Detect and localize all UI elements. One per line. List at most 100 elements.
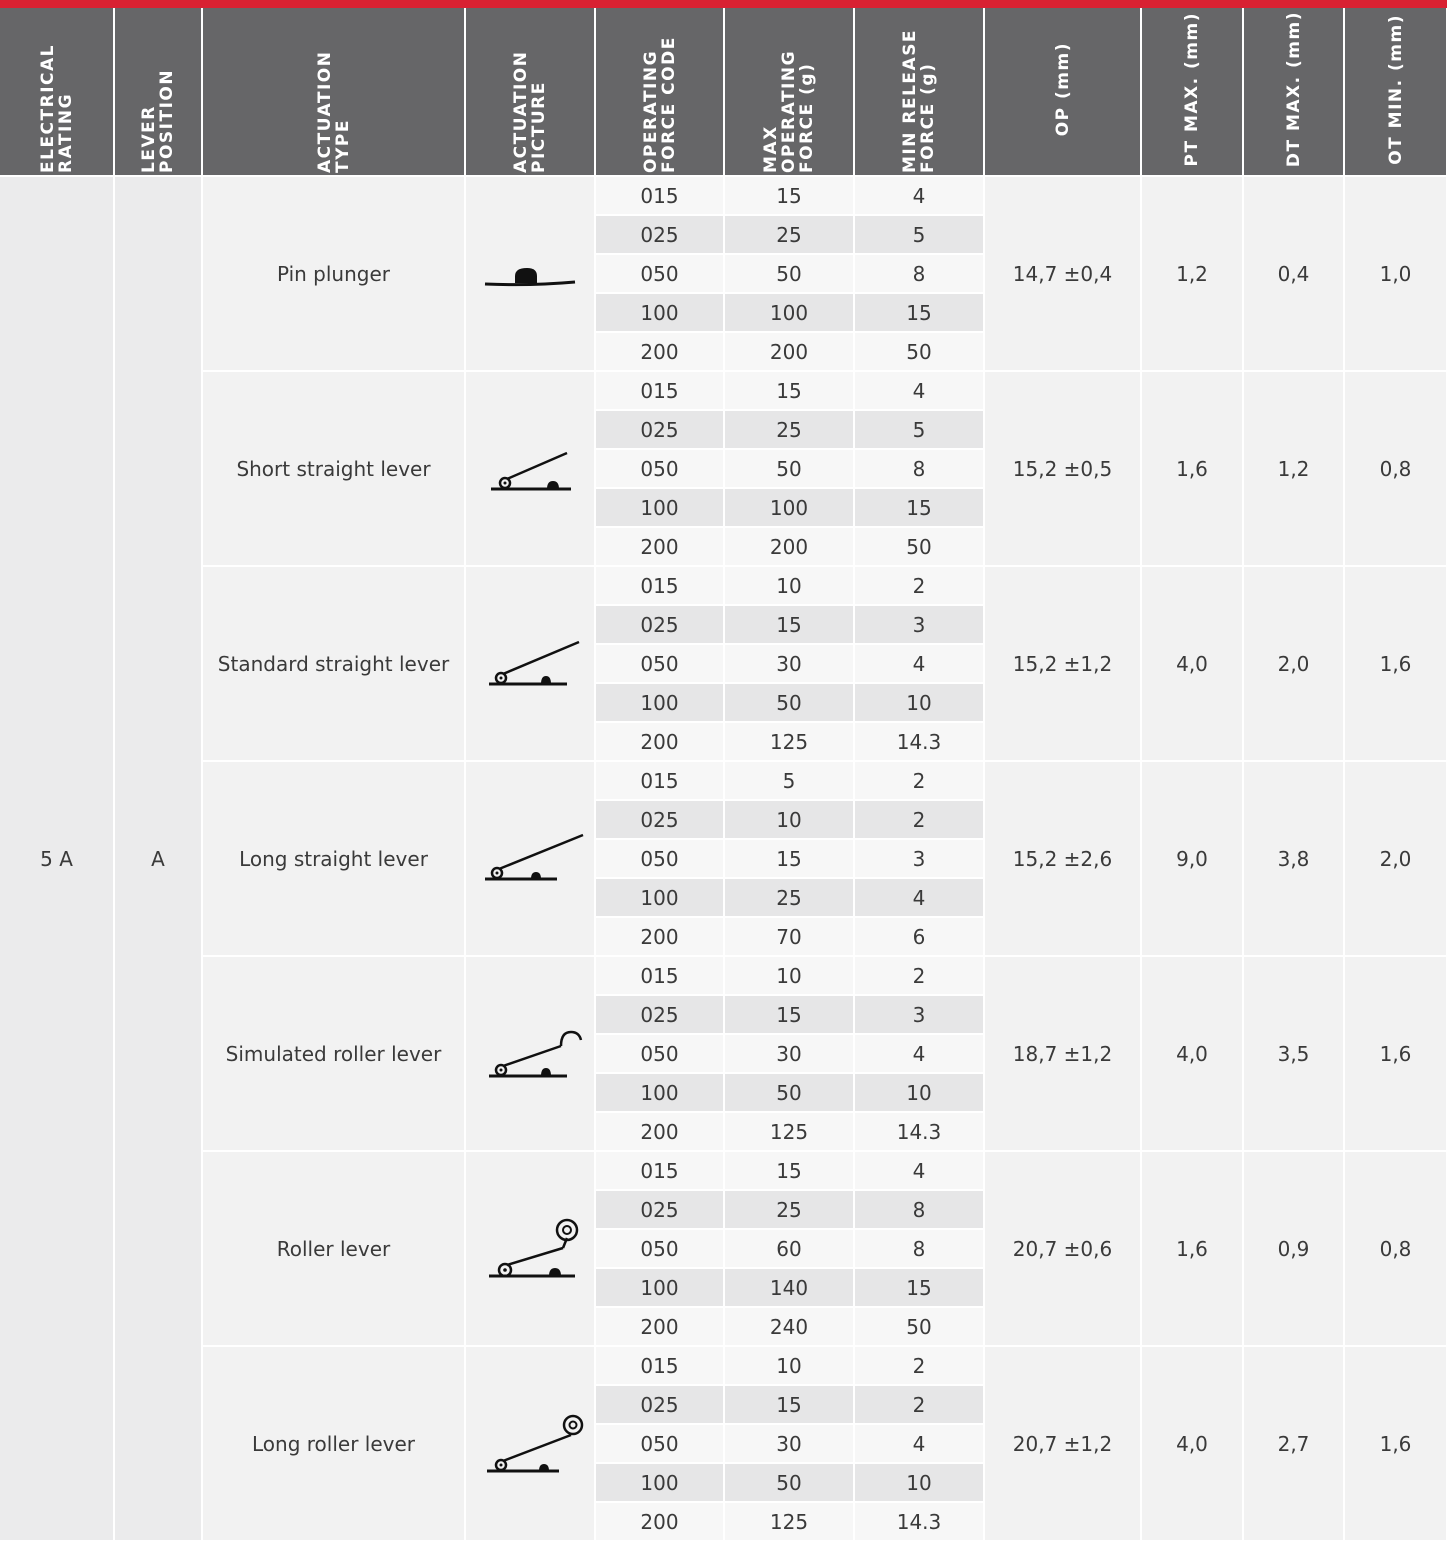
- op-cell: 18,7 ±1,2: [984, 956, 1142, 1152]
- operating-force-code-cell: 025: [595, 1190, 725, 1230]
- column-header: OPERATING FORCE CODE: [595, 8, 725, 177]
- max-operating-force-cell: 15: [724, 1151, 855, 1191]
- table-row: 050 30 4: [0, 1034, 1447, 1074]
- min-release-force-cell: 8: [854, 254, 985, 294]
- min-release-force-cell: 2: [854, 1385, 985, 1425]
- actuation-type-cell: Short straight lever: [202, 371, 466, 567]
- operating-force-code-cell: 100: [595, 878, 725, 918]
- pt-max-cell: 4,0: [1141, 566, 1244, 762]
- max-operating-force-cell: 25: [724, 410, 855, 450]
- table-row: 025 25 5: [0, 215, 1447, 255]
- operating-force-code-cell: 200: [595, 1112, 725, 1152]
- min-release-force-cell: 8: [854, 449, 985, 489]
- operating-force-code-cell: 100: [595, 1268, 725, 1308]
- ot-min-cell: 1,6: [1344, 566, 1447, 762]
- operating-force-code-cell: 025: [595, 995, 725, 1035]
- table-row: 025 10 2: [0, 800, 1447, 840]
- column-header: MAX OPERATING FORCE (g): [724, 8, 855, 177]
- dt-max-cell: 0,9: [1243, 1151, 1345, 1347]
- min-release-force-cell: 15: [854, 293, 985, 333]
- table-row: 200 200 50: [0, 527, 1447, 567]
- table-row: 025 25 5: [0, 410, 1447, 450]
- ot-min-cell: 1,6: [1344, 956, 1447, 1152]
- actuation-picture-cell: [465, 761, 596, 957]
- max-operating-force-cell: 50: [724, 683, 855, 723]
- min-release-force-cell: 2: [854, 800, 985, 840]
- operating-force-code-cell: 025: [595, 410, 725, 450]
- table-row: 050 50 8: [0, 254, 1447, 294]
- min-release-force-cell: 3: [854, 995, 985, 1035]
- op-cell: 20,7 ±1,2: [984, 1346, 1142, 1542]
- min-release-force-cell: 4: [854, 371, 985, 411]
- min-release-force-cell: 4: [854, 1034, 985, 1074]
- header-row: ELECTRICAL RATING LEVER POSITION ACTUATI…: [0, 8, 1447, 177]
- max-operating-force-cell: 15: [724, 371, 855, 411]
- operating-force-code-cell: 015: [595, 371, 725, 411]
- simulated-roller-lever-icon: [466, 1024, 594, 1084]
- operating-force-code-cell: 015: [595, 566, 725, 606]
- pt-max-cell: 1,6: [1141, 371, 1244, 567]
- column-header: ACTUATION PICTURE: [465, 8, 596, 177]
- max-operating-force-cell: 50: [724, 254, 855, 294]
- max-operating-force-cell: 200: [724, 332, 855, 372]
- operating-force-code-cell: 015: [595, 761, 725, 801]
- max-operating-force-cell: 10: [724, 1346, 855, 1386]
- max-operating-force-cell: 200: [724, 527, 855, 567]
- table-row: Roller lever 015 15 4 20,7 ±0,6 1,6 0,9 0,8: [0, 1151, 1447, 1347]
- actuation-picture-cell: [465, 1151, 596, 1347]
- min-release-force-cell: 50: [854, 527, 985, 567]
- operating-force-code-cell: 025: [595, 605, 725, 645]
- dt-max-cell: 3,5: [1243, 956, 1345, 1152]
- actuation-type-cell: Roller lever: [202, 1151, 466, 1347]
- table-row: 025 15 3: [0, 605, 1447, 645]
- min-release-force-cell: 6: [854, 917, 985, 957]
- operating-force-code-cell: 015: [595, 1346, 725, 1386]
- column-header: PT MAX. (mm): [1141, 8, 1244, 177]
- min-release-force-cell: 2: [854, 1346, 985, 1386]
- table-row: 025 25 8: [0, 1190, 1447, 1230]
- max-operating-force-cell: 240: [724, 1307, 855, 1347]
- table-row: Simulated roller lever 015 10 2 18,7 ±1,2 4,0…: [0, 956, 1447, 1152]
- operating-force-code-cell: 200: [595, 722, 725, 762]
- max-operating-force-cell: 140: [724, 1268, 855, 1308]
- operating-force-code-cell: 015: [595, 1151, 725, 1191]
- table-row: 200 200 50: [0, 332, 1447, 372]
- operating-force-code-cell: 200: [595, 527, 725, 567]
- max-operating-force-cell: 25: [724, 878, 855, 918]
- table-row: 100 100 15: [0, 488, 1447, 528]
- min-release-force-cell: 4: [854, 644, 985, 684]
- column-header: OT MIN. (mm): [1344, 8, 1447, 177]
- actuation-type-cell: Long straight lever: [202, 761, 466, 957]
- op-cell: 15,2 ±1,2: [984, 566, 1142, 762]
- long-straight-lever-icon: [466, 831, 594, 887]
- min-release-force-cell: 2: [854, 956, 985, 996]
- column-header: MIN RELEASE FORCE (g): [854, 8, 985, 177]
- table-row: 050 50 8: [0, 449, 1447, 489]
- min-release-force-cell: 4: [854, 1424, 985, 1464]
- column-header: ELECTRICAL RATING: [0, 8, 115, 177]
- dt-max-cell: 0,4: [1243, 176, 1345, 372]
- actuation-picture-cell: [465, 566, 596, 762]
- operating-force-code-cell: 200: [595, 917, 725, 957]
- table-row: 200 125 14.3: [0, 722, 1447, 762]
- table-row: 100 50 10: [0, 1073, 1447, 1113]
- roller-lever-icon: [466, 1214, 594, 1284]
- max-operating-force-cell: 70: [724, 917, 855, 957]
- table-row: 200 70 6: [0, 917, 1447, 957]
- max-operating-force-cell: 15: [724, 1385, 855, 1425]
- table-row: Long roller lever 015 10 2 20,7 ±1,2 4,0 2,7 1,…: [0, 1346, 1447, 1542]
- min-release-force-cell: 4: [854, 878, 985, 918]
- actuation-type-cell: Long roller lever: [202, 1346, 466, 1542]
- operating-force-code-cell: 050: [595, 449, 725, 489]
- max-operating-force-cell: 125: [724, 1112, 855, 1152]
- pt-max-cell: 1,2: [1141, 176, 1244, 372]
- operating-force-code-cell: 100: [595, 1073, 725, 1113]
- table-row: 100 140 15: [0, 1268, 1447, 1308]
- max-operating-force-cell: 100: [724, 488, 855, 528]
- short-straight-lever-icon: [466, 441, 594, 497]
- table-row: 025 15 3: [0, 995, 1447, 1035]
- max-operating-force-cell: 10: [724, 566, 855, 606]
- ot-min-cell: 2,0: [1344, 761, 1447, 957]
- min-release-force-cell: 10: [854, 1463, 985, 1503]
- ot-min-cell: 0,8: [1344, 1151, 1447, 1347]
